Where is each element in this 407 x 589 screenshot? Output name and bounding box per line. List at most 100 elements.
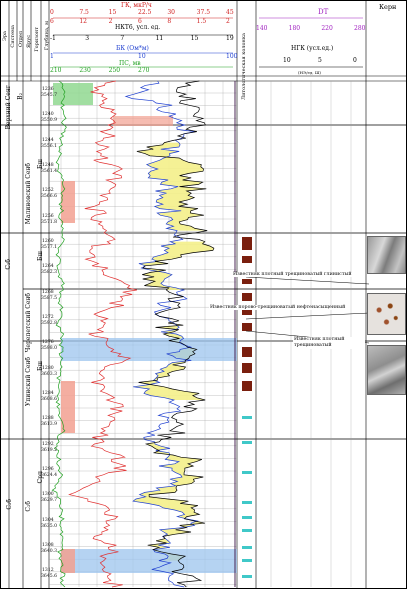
depth-label-abs: 3587.5: [41, 295, 58, 301]
dt-tick: 140: [256, 25, 268, 32]
bk-tick: 10: [138, 53, 146, 60]
litho-brown-bed: [242, 363, 252, 373]
dt-tick: 280: [354, 25, 366, 32]
gk-curve: [68, 80, 137, 588]
depth-label-abs: 3640.3: [41, 549, 58, 554]
nkt-tick: 11: [155, 35, 164, 42]
depth-label-abs: 3608.6: [41, 397, 58, 402]
depth-label: 1256: [42, 213, 54, 219]
litho-cyan-bed: [242, 546, 252, 549]
gk-sub-tick: 2: [108, 18, 113, 25]
dt-tick: 220: [321, 25, 333, 32]
depth-label: 1292: [42, 441, 54, 447]
gk-sub-tick: 6: [50, 18, 54, 25]
ngk-scale-label: НГК (усл.ед.): [291, 45, 334, 52]
core-photo-3: [367, 345, 406, 395]
depth-label-abs: 3592.8: [41, 321, 58, 326]
depth-label: 1272: [42, 315, 54, 320]
nkt-tick: -1: [50, 35, 56, 42]
nkt-tick: 19: [226, 35, 234, 42]
dt-scale-label: DT: [318, 8, 329, 16]
bk-tick: 100: [226, 53, 238, 60]
depth-label: 1248: [42, 163, 54, 168]
litho-brown-bed: [242, 347, 252, 357]
depth-label-abs: 3598.0: [41, 346, 58, 352]
nkt-scale-label: НКТ6, усл. ед.: [115, 24, 161, 31]
depth-label: 1280: [42, 365, 54, 371]
litho-cyan-bed: [242, 516, 252, 519]
depth-label: 1268: [42, 289, 54, 295]
nkt-tick: 15: [190, 35, 199, 42]
annotation-dense-limestone: Известняк плотный трещиноватый: [293, 337, 365, 349]
litho-cyan-bed: [242, 441, 252, 444]
bk-curve: [136, 80, 215, 588]
bk-tick: 1: [50, 53, 54, 60]
ngk-sub-label: (НЭ/ед. Ш): [298, 70, 321, 75]
depth-label: 1244: [42, 137, 54, 143]
annotation-clay-limestone: Известняк плотный трещиноватый глинистый: [232, 272, 353, 277]
litho-cyan-bed: [242, 501, 252, 504]
core-photo-2: [367, 293, 406, 335]
depth-label: 1304: [42, 517, 54, 523]
depth-label-abs: 3624.4: [41, 473, 58, 478]
ps-tick: 250: [108, 67, 121, 74]
depth-label-abs: 3582.3: [41, 270, 58, 276]
litho-brown-bed: [242, 381, 252, 391]
depth-label: 1308: [42, 543, 54, 548]
gk-tick: 37.5: [196, 9, 211, 16]
depth-label: 1284: [42, 391, 54, 396]
depth-label: 1288: [42, 416, 54, 422]
litho-brown-bed: [242, 293, 252, 301]
litho-cyan-bed: [242, 529, 252, 532]
litho-brown-bed: [242, 256, 252, 263]
litho-brown-bed: [242, 279, 252, 284]
ngk-tick: 5: [318, 57, 322, 64]
litho-cyan-bed: [242, 559, 252, 562]
core-photo-1: [367, 236, 406, 274]
annotation-oil-limestone: Известняк порово-трещиноватый нефтенасыщ…: [209, 305, 347, 310]
depth-label: 1260: [42, 239, 54, 244]
depth-label-abs: 3566.6: [41, 194, 58, 200]
litho-brown-bed: [242, 323, 252, 331]
gk-sub-tick: 6: [138, 18, 142, 25]
depth-label: 1296: [42, 467, 54, 472]
litho-brown-bed: [242, 237, 252, 250]
depth-label-abs: 3619.2: [41, 447, 58, 453]
litho-cyan-bed: [242, 416, 252, 419]
ps-curve: [51, 80, 67, 588]
depth-label-abs: 3629.7: [41, 498, 58, 504]
bk-scale-label: БК (Ом*м): [116, 45, 149, 52]
ps-scale-label: ПС, мв: [119, 60, 141, 67]
depth-label: 1312: [42, 568, 54, 574]
gk-sub-tick: 8: [167, 18, 172, 25]
depth-label-abs: 3603.3: [41, 371, 58, 377]
litho-brown-bed: [242, 307, 252, 315]
depth-label-abs: 3550.9: [41, 118, 58, 124]
depth-label: 1240: [42, 112, 54, 118]
gk-tick: 45: [226, 9, 234, 16]
ps-tick: 210: [50, 67, 62, 74]
ps-tick: 230: [79, 67, 91, 74]
nkt-tick: 7: [120, 35, 125, 42]
track-grid: [49, 81, 352, 587]
ngk-tick: 0: [353, 57, 357, 64]
gk-tick: 22.5: [138, 9, 152, 16]
gk-scale-label: ГК, мкР/ч: [121, 2, 152, 9]
depth-label-abs: 3571.8: [41, 219, 58, 225]
depth-label: 1236: [42, 87, 54, 92]
depth-label-abs: 3561.4: [41, 169, 58, 174]
litho-cyan-bed: [242, 471, 252, 474]
depth-label-abs: 3545.7: [41, 93, 58, 98]
ngk-tick: 10: [283, 57, 291, 64]
gk-tick: 7.5: [79, 9, 89, 16]
litho-cyan-bed: [242, 575, 252, 578]
gk-tick: 30: [167, 9, 175, 16]
gk-sub-tick: 2: [226, 18, 230, 25]
nkt-curve: [124, 80, 199, 588]
gk-tick: 0: [50, 9, 54, 16]
depth-label: 1252: [42, 188, 54, 194]
depth-label: 1264: [42, 264, 54, 270]
depth-label-abs: 3577.1: [41, 245, 58, 250]
